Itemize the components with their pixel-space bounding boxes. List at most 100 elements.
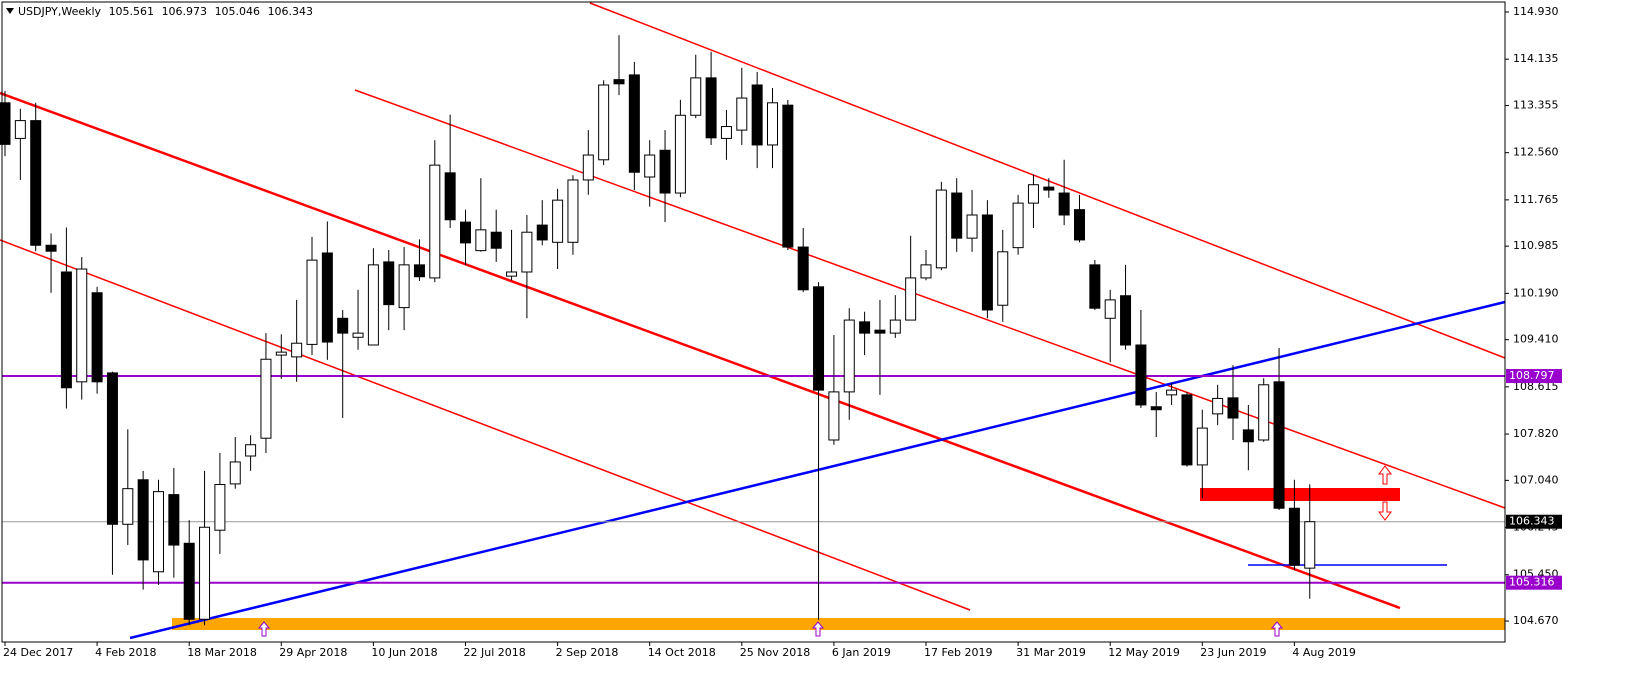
candle-body — [521, 231, 533, 273]
candle-body — [690, 77, 702, 116]
candle-body — [1181, 394, 1193, 466]
candle-body — [874, 329, 886, 334]
y-tick-label: 107.040 — [1513, 473, 1559, 486]
candle-body — [997, 251, 1009, 306]
level-label: 105.316 — [1509, 576, 1555, 589]
x-tick-label: 23 Jun 2019 — [1200, 646, 1266, 659]
trend-line — [354, 89, 1506, 509]
candle-body — [352, 332, 364, 338]
candle-body — [966, 214, 978, 239]
y-tick-label: 112.560 — [1513, 146, 1559, 159]
y-tick-label: 108.615 — [1513, 380, 1559, 393]
candle-body — [1135, 344, 1147, 406]
candle-body — [1304, 521, 1316, 569]
candle-body — [260, 358, 272, 439]
x-tick-label: 12 May 2019 — [1108, 646, 1180, 659]
candle-body — [843, 319, 855, 393]
candle-body — [506, 271, 518, 277]
symbol: USDJPY,Weekly — [18, 5, 102, 18]
candle-body — [291, 342, 303, 358]
x-tick-label: 4 Aug 2019 — [1292, 646, 1355, 659]
candle-body — [736, 97, 748, 131]
candle-body — [598, 84, 610, 161]
candle-body — [306, 259, 318, 345]
trend-line — [0, 239, 971, 611]
y-tick-label: 113.355 — [1513, 98, 1559, 111]
low: 105.046 — [215, 5, 261, 18]
candle-body — [1212, 397, 1224, 415]
y-tick-label: 110.985 — [1513, 239, 1559, 252]
candle-body — [659, 149, 671, 194]
x-tick-label: 6 Jan 2019 — [832, 646, 891, 659]
candle-body — [1242, 429, 1254, 443]
candle-body — [429, 164, 441, 279]
arrow-up — [257, 621, 271, 637]
candle-body — [828, 391, 840, 441]
candle-body — [1027, 184, 1039, 204]
candle-body — [644, 154, 656, 178]
resistance-zone — [1200, 488, 1400, 501]
open: 105.561 — [109, 5, 155, 18]
candle-body — [413, 264, 425, 278]
x-tick-label: 22 Jul 2018 — [464, 646, 526, 659]
candle-body — [91, 292, 103, 383]
candle-body — [76, 268, 88, 383]
candle-body — [751, 84, 763, 146]
x-tick-label: 18 Mar 2018 — [187, 646, 257, 659]
arrow-up — [811, 621, 825, 637]
candle-body — [1288, 507, 1300, 566]
candle-body — [245, 444, 257, 457]
candle-body — [1012, 202, 1024, 249]
y-tick-label: 104.670 — [1513, 614, 1559, 627]
x-tick-label: 31 Mar 2019 — [1016, 646, 1086, 659]
level-label: 108.797 — [1509, 369, 1555, 382]
candle-body — [674, 114, 686, 194]
candle-body — [1058, 192, 1070, 216]
candle-body — [490, 231, 502, 249]
x-tick-label: 10 Jun 2018 — [371, 646, 437, 659]
candle-body — [905, 277, 917, 321]
drawings — [0, 2, 1506, 640]
candle-body — [383, 261, 395, 306]
plot-frame — [1, 1, 1506, 643]
level-tag — [1506, 575, 1562, 590]
candle-body — [1273, 381, 1285, 509]
candle-body — [460, 221, 471, 244]
y-tick-label: 114.930 — [1513, 5, 1559, 18]
y-tick-label: 107.820 — [1513, 427, 1559, 440]
candle-body — [981, 214, 993, 311]
candle-body — [567, 179, 579, 243]
candle-body — [367, 264, 379, 346]
x-tick-label: 24 Dec 2017 — [3, 646, 73, 659]
level-tag — [1506, 369, 1562, 384]
candle-body — [782, 104, 794, 248]
candle-body — [199, 526, 211, 620]
candle-body — [920, 264, 932, 279]
candle-body — [30, 120, 42, 246]
candle-body — [1120, 295, 1132, 346]
candle-body — [705, 77, 717, 139]
arrow-down — [1378, 501, 1392, 521]
candle-body — [859, 321, 871, 334]
candle-body — [153, 491, 164, 573]
candle-body — [628, 74, 640, 173]
candle-body — [813, 286, 825, 391]
candle-body — [767, 102, 778, 146]
candle-body — [475, 229, 487, 252]
candle-body — [582, 154, 594, 181]
candle-body — [935, 189, 947, 269]
x-tick-label: 29 Apr 2018 — [279, 646, 347, 659]
menu-icon[interactable] — [6, 8, 14, 14]
support-zone — [172, 618, 1505, 630]
y-tick-label: 111.765 — [1513, 193, 1559, 206]
x-tick-label: 4 Feb 2018 — [95, 646, 156, 659]
arrow-up — [1270, 621, 1284, 637]
candle-body — [106, 372, 118, 525]
y-tick-label: 110.190 — [1513, 286, 1559, 299]
candle-body — [1166, 389, 1178, 396]
candle-body — [536, 224, 548, 241]
candle-body — [45, 244, 57, 252]
candle-body — [214, 484, 226, 531]
price-tag — [1506, 514, 1562, 529]
